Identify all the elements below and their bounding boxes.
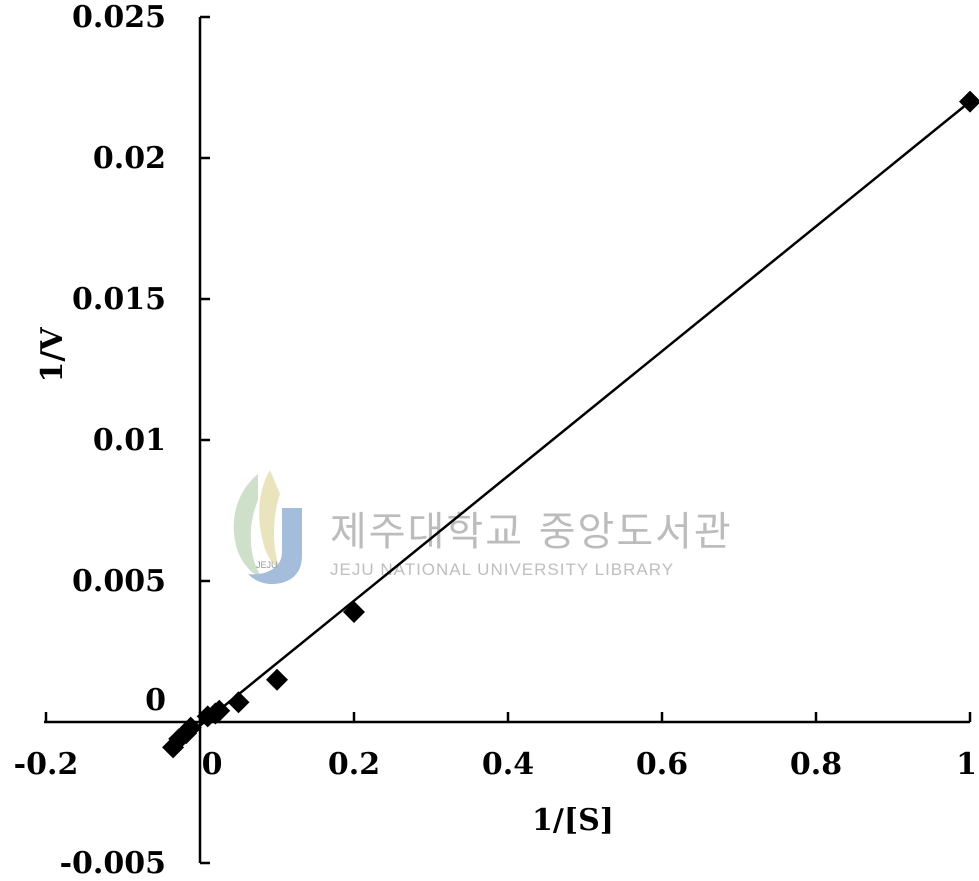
logo-text: JEJU [256,560,278,570]
y-tick-label: 0.02 [93,141,166,176]
x-axis-ticks: -0.2 0 0.2 0.4 0.6 0.8 1 [14,712,977,782]
watermark-english-text: JEJU NATIONAL UNIVERSITY LIBRARY [330,560,674,579]
data-point-diamond [208,699,231,722]
library-logo: JEJU [233,470,302,584]
x-tick-label: 0.8 [790,747,842,782]
y-tick-label: 0.025 [72,0,166,35]
fit-line [172,100,971,749]
y-tick-label: 0.01 [93,423,166,458]
data-point-diamond [266,668,288,691]
x-tick-label: 0.2 [328,747,380,782]
y-axis-title: 1/V [35,327,70,383]
library-watermark: JEJU 제주대학교 중앙도서관 JEJU NATIONAL UNIVERSIT… [233,470,733,584]
fit-line-group [172,100,971,749]
x-axis-title: 1/[S] [532,803,614,838]
y-tick-label: 0.015 [72,282,166,317]
data-point-diamond [227,691,250,714]
data-point-diamond [959,90,979,113]
data-point-diamond [343,601,365,624]
y-tick-label: 0 [145,683,166,718]
x-tick-label: 0.4 [482,747,534,782]
x-tick-label: 1 [956,747,977,782]
y-tick-label: -0.005 [60,846,166,881]
data-points [162,90,979,759]
x-tick-label: -0.2 [14,747,79,782]
watermark-korean-text: 제주대학교 중앙도서관 [330,509,733,555]
x-tick-label: 0.6 [636,747,688,782]
y-axis-ticks: -0.005 0 0.005 0.01 0.015 0.02 0.025 [60,0,210,881]
y-tick-label: 0.005 [72,564,166,599]
data-point-diamond [179,716,202,739]
x-tick-label: 0 [202,747,223,782]
